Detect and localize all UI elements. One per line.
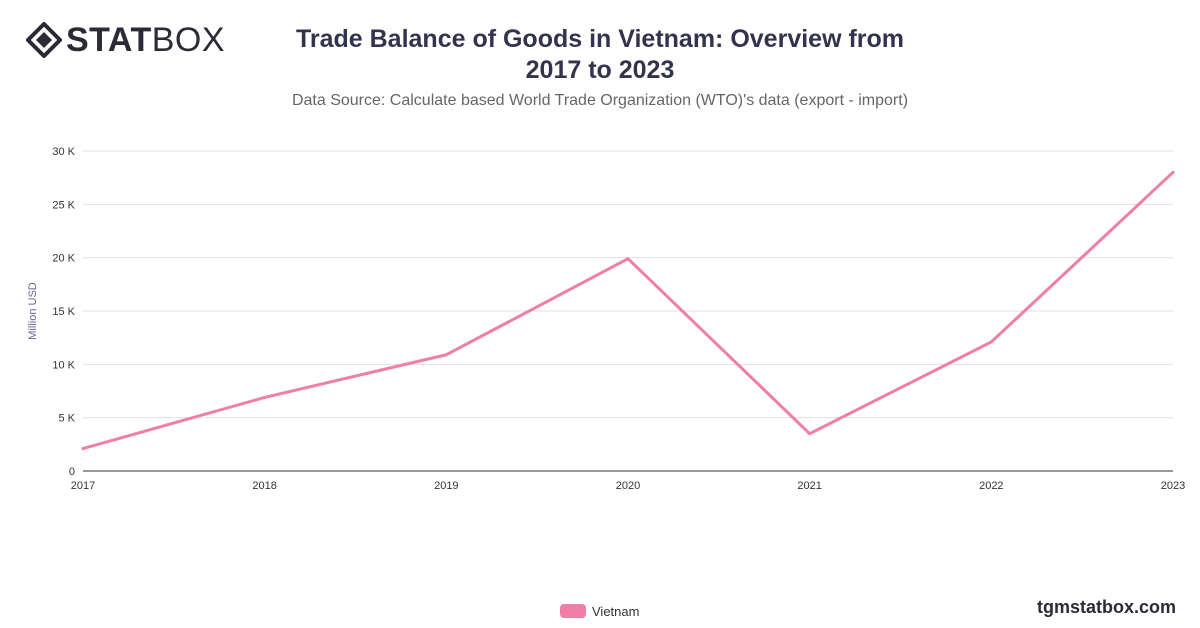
data-point xyxy=(989,340,993,344)
watermark: tgmstatbox.com xyxy=(1036,597,1176,617)
legend[interactable]: Vietnam xyxy=(560,602,639,620)
legend-swatch-vietnam xyxy=(560,604,586,618)
chart-subtitle: Data Source: Calculate based World Trade… xyxy=(291,92,909,109)
x-tick-label: 2020 xyxy=(616,480,640,492)
statbox-logo[interactable]: STATBOX xyxy=(26,22,225,58)
y-tick-label: 0 xyxy=(69,466,75,478)
series-line-vietnam xyxy=(81,170,1175,451)
data-point xyxy=(444,353,448,357)
data-point xyxy=(1171,170,1175,174)
y-tick-label: 30 K xyxy=(52,146,75,158)
x-tick-label: 2021 xyxy=(797,480,821,492)
x-tick-label: 2018 xyxy=(252,480,276,492)
data-point xyxy=(808,432,812,436)
y-tick-label: 5 K xyxy=(58,413,75,425)
data-point xyxy=(626,257,630,261)
x-tick-label: 2023 xyxy=(1161,480,1185,492)
logo-wordmark: STATBOX xyxy=(66,22,225,58)
y-tick-label: 15 K xyxy=(52,306,75,318)
logo-text-bold: STAT xyxy=(66,21,152,59)
data-point xyxy=(263,395,267,399)
x-tick-label: 2017 xyxy=(71,480,95,492)
data-point xyxy=(81,447,85,451)
y-tick-label: 10 K xyxy=(52,359,75,371)
y-tick-label: 25 K xyxy=(52,199,75,211)
chart-title: Trade Balance of Goods in Vietnam: Overv… xyxy=(295,25,905,84)
statbox-diamond-icon xyxy=(26,22,62,58)
y-tick-label: 20 K xyxy=(52,253,75,265)
legend-label-vietnam: Vietnam xyxy=(592,603,640,619)
x-tick-label: 2019 xyxy=(434,480,458,492)
logo-text-light: BOX xyxy=(151,21,226,59)
y-axis-title: Million USD xyxy=(27,282,39,340)
x-tick-label: 2022 xyxy=(979,480,1003,492)
